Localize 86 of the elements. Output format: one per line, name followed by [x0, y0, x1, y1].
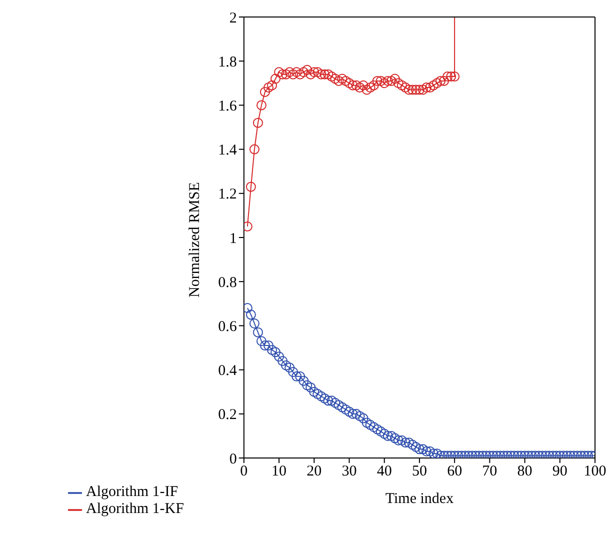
point — [382, 76, 393, 86]
x-tick-label: 10 — [272, 464, 287, 480]
point — [344, 78, 354, 88]
x-tick-label: 100 — [584, 464, 606, 480]
x-tick-label: 80 — [517, 464, 532, 480]
point — [393, 78, 404, 88]
y-tick-label: 1.2 — [218, 186, 237, 203]
point — [292, 67, 302, 78]
point — [267, 80, 278, 90]
point — [256, 100, 266, 110]
y-tick-label: 1 — [229, 230, 237, 247]
point — [354, 82, 365, 93]
legend-label: Algorithm 1-KF — [86, 501, 184, 517]
point — [414, 84, 424, 95]
point — [312, 67, 323, 78]
point — [274, 67, 284, 78]
point — [298, 67, 309, 78]
point — [330, 74, 340, 84]
point — [407, 84, 418, 95]
point — [281, 69, 292, 80]
point — [278, 69, 288, 80]
point — [263, 82, 274, 93]
point — [326, 72, 337, 82]
y-tick-label: 1.8 — [218, 54, 237, 70]
point — [252, 118, 263, 128]
point — [337, 74, 348, 84]
x-tick-label: 0 — [240, 464, 248, 480]
x-tick-label: 50 — [412, 464, 427, 480]
y-tick-label: 0.8 — [218, 274, 237, 291]
point — [340, 76, 351, 86]
point — [358, 80, 368, 90]
point — [320, 69, 330, 80]
point — [421, 82, 432, 93]
point — [302, 64, 312, 75]
y-tick-label: 2 — [229, 10, 237, 26]
point — [316, 69, 326, 80]
point — [306, 69, 316, 80]
point — [432, 78, 442, 88]
point — [376, 76, 386, 86]
x-tick-label: 70 — [482, 464, 498, 480]
y-tick-label: 0.2 — [218, 407, 237, 424]
point — [348, 80, 358, 90]
point — [439, 76, 450, 86]
point — [362, 84, 372, 95]
x-axis-title: Time index — [385, 491, 454, 507]
point — [246, 182, 256, 192]
point — [249, 144, 260, 154]
x-tick-label: 90 — [552, 464, 568, 480]
point — [396, 80, 407, 90]
point — [428, 80, 439, 90]
point — [295, 69, 306, 80]
point — [368, 80, 379, 90]
y-axis-title: Normalized RMSE — [187, 182, 204, 298]
point — [351, 80, 362, 90]
point — [390, 74, 400, 84]
x-tick-label: 20 — [306, 464, 322, 480]
legend-label: Algorithm 1-IF — [86, 484, 178, 500]
y-tick-label: 0.6 — [218, 319, 238, 336]
point — [288, 69, 298, 80]
x-tick-label: 60 — [447, 464, 462, 480]
point — [372, 76, 382, 86]
point — [334, 76, 344, 86]
point — [386, 76, 396, 86]
y-tick-label: 0 — [229, 451, 237, 468]
point — [424, 82, 435, 93]
point — [404, 84, 414, 95]
point — [270, 74, 281, 84]
point — [244, 221, 252, 232]
point — [284, 67, 295, 78]
point — [442, 72, 453, 82]
x-tick-label: 40 — [376, 464, 392, 480]
point — [323, 69, 334, 80]
point — [410, 84, 421, 95]
y-tick-label: 1.6 — [218, 98, 238, 115]
point — [450, 72, 460, 82]
y-tick-label: 1.4 — [218, 142, 238, 159]
point — [400, 82, 410, 93]
point — [379, 78, 390, 88]
y-tick-label: 0.4 — [218, 363, 238, 380]
point — [446, 72, 456, 82]
point — [309, 67, 320, 78]
point — [418, 84, 428, 95]
point — [436, 76, 446, 86]
x-tick-label: 30 — [342, 464, 357, 480]
point — [260, 86, 270, 97]
point — [365, 82, 376, 93]
